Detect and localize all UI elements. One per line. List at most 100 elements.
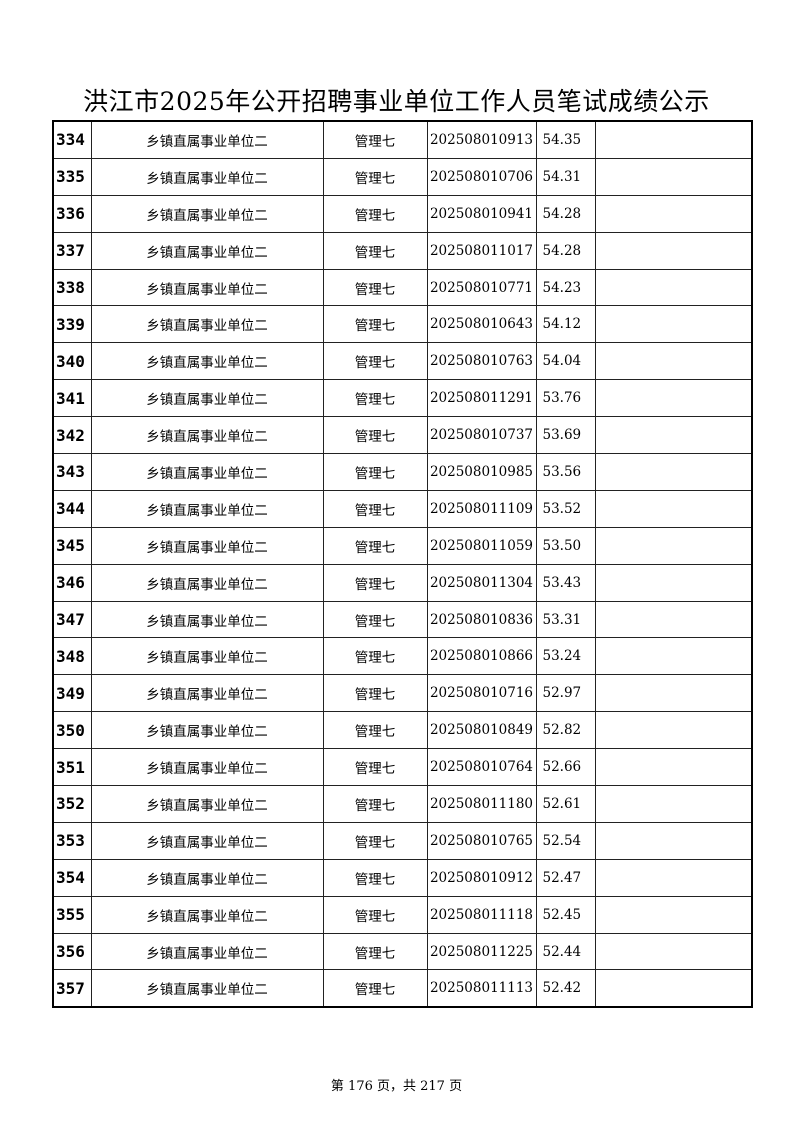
table-row: 338 乡镇直属事业单位二 管理七 202508010771 54.23 bbox=[52, 268, 753, 307]
table-row: 344 乡镇直属事业单位二 管理七 202508011109 53.52 bbox=[52, 489, 753, 528]
post-name-cell: 管理七 bbox=[322, 305, 428, 344]
row-number-cell: 338 bbox=[52, 268, 92, 307]
row-number-cell: 335 bbox=[52, 157, 92, 196]
post-name-cell: 管理七 bbox=[322, 748, 428, 787]
score-cell: 52.61 bbox=[535, 785, 596, 823]
note-cell bbox=[594, 969, 753, 1008]
post-name-cell: 管理七 bbox=[322, 563, 428, 602]
table-row: 351 乡镇直属事业单位二 管理七 202508010764 52.66 bbox=[52, 748, 753, 787]
table-row: 345 乡镇直属事业单位二 管理七 202508011059 53.50 bbox=[52, 526, 753, 565]
table-row: 354 乡镇直属事业单位二 管理七 202508010912 52.47 bbox=[52, 858, 753, 897]
unit-name-cell: 乡镇直属事业单位二 bbox=[90, 231, 324, 270]
score-cell: 53.50 bbox=[535, 526, 596, 565]
note-cell bbox=[594, 231, 753, 270]
unit-name-cell: 乡镇直属事业单位二 bbox=[90, 120, 324, 159]
scores-table: 334 乡镇直属事业单位二 管理七 202508010913 54.35 335 乡镇直属事… bbox=[52, 120, 753, 1009]
score-cell: 54.23 bbox=[535, 268, 596, 307]
score-cell: 52.45 bbox=[535, 895, 596, 934]
note-cell bbox=[594, 120, 753, 159]
unit-name-cell: 乡镇直属事业单位二 bbox=[90, 563, 324, 602]
unit-name-cell: 乡镇直属事业单位二 bbox=[90, 416, 324, 455]
table-row: 337 乡镇直属事业单位二 管理七 202508011017 54.28 bbox=[52, 231, 753, 270]
exam-id-cell: 202508010764 bbox=[426, 748, 537, 787]
exam-id-cell: 202508011225 bbox=[426, 932, 537, 971]
row-number-cell: 350 bbox=[52, 711, 92, 750]
row-number-cell: 344 bbox=[52, 489, 92, 528]
exam-id-cell: 202508010771 bbox=[426, 268, 537, 307]
unit-name-cell: 乡镇直属事业单位二 bbox=[90, 674, 324, 713]
exam-id-cell: 202508011304 bbox=[426, 563, 537, 602]
post-name-cell: 管理七 bbox=[322, 157, 428, 196]
note-cell bbox=[594, 895, 753, 934]
row-number-cell: 346 bbox=[52, 563, 92, 602]
unit-name-cell: 乡镇直属事业单位二 bbox=[90, 895, 324, 934]
post-name-cell: 管理七 bbox=[322, 231, 428, 270]
score-cell: 54.04 bbox=[535, 342, 596, 381]
score-cell: 54.28 bbox=[535, 231, 596, 270]
unit-name-cell: 乡镇直属事业单位二 bbox=[90, 600, 324, 639]
post-name-cell: 管理七 bbox=[322, 416, 428, 455]
unit-name-cell: 乡镇直属事业单位二 bbox=[90, 969, 324, 1008]
score-cell: 52.44 bbox=[535, 932, 596, 971]
row-number-cell: 352 bbox=[52, 785, 92, 823]
table-row: 335 乡镇直属事业单位二 管理七 202508010706 54.31 bbox=[52, 157, 753, 196]
row-number-cell: 342 bbox=[52, 416, 92, 455]
exam-id-cell: 202508011113 bbox=[426, 969, 537, 1008]
page-footer: 第 176 页，共 217 页 bbox=[330, 1079, 463, 1094]
row-number-cell: 353 bbox=[52, 821, 92, 860]
exam-id-cell: 202508010866 bbox=[426, 637, 537, 676]
table-row: 336 乡镇直属事业单位二 管理七 202508010941 54.28 bbox=[52, 194, 753, 233]
table-row: 339 乡镇直属事业单位二 管理七 202508010643 54.12 bbox=[52, 305, 753, 344]
unit-name-cell: 乡镇直属事业单位二 bbox=[90, 932, 324, 971]
note-cell bbox=[594, 674, 753, 713]
post-name-cell: 管理七 bbox=[322, 526, 428, 565]
table-row: 340 乡镇直属事业单位二 管理七 202508010763 54.04 bbox=[52, 342, 753, 381]
exam-id-cell: 202508010706 bbox=[426, 157, 537, 196]
exam-id-cell: 202508010643 bbox=[426, 305, 537, 344]
row-number-cell: 355 bbox=[52, 895, 92, 934]
scores-table-body: 334 乡镇直属事业单位二 管理七 202508010913 54.35 335 乡镇直属事… bbox=[52, 120, 753, 1008]
score-cell: 54.28 bbox=[535, 194, 596, 233]
unit-name-cell: 乡镇直属事业单位二 bbox=[90, 342, 324, 381]
unit-name-cell: 乡镇直属事业单位二 bbox=[90, 711, 324, 750]
post-name-cell: 管理七 bbox=[322, 600, 428, 639]
exam-id-cell: 202508011118 bbox=[426, 895, 537, 934]
note-cell bbox=[594, 821, 753, 860]
row-number-cell: 336 bbox=[52, 194, 92, 233]
exam-id-cell: 202508011291 bbox=[426, 379, 537, 418]
note-cell bbox=[594, 305, 753, 344]
exam-id-cell: 202508010849 bbox=[426, 711, 537, 750]
exam-id-cell: 202508010716 bbox=[426, 674, 537, 713]
exam-id-cell: 202508010941 bbox=[426, 194, 537, 233]
note-cell bbox=[594, 600, 753, 639]
page-title: 洪江市2025年公开招聘事业单位工作人员笔试成绩公示 bbox=[83, 87, 710, 116]
score-cell: 54.31 bbox=[535, 157, 596, 196]
table-row: 343 乡镇直属事业单位二 管理七 202508010985 53.56 bbox=[52, 453, 753, 491]
table-row: 342 乡镇直属事业单位二 管理七 202508010737 53.69 bbox=[52, 416, 753, 455]
exam-id-cell: 202508011109 bbox=[426, 489, 537, 528]
row-number-cell: 351 bbox=[52, 748, 92, 787]
note-cell bbox=[594, 489, 753, 528]
score-cell: 53.24 bbox=[535, 637, 596, 676]
exam-id-cell: 202508010763 bbox=[426, 342, 537, 381]
post-name-cell: 管理七 bbox=[322, 268, 428, 307]
note-cell bbox=[594, 563, 753, 602]
post-name-cell: 管理七 bbox=[322, 895, 428, 934]
exam-id-cell: 202508011059 bbox=[426, 526, 537, 565]
unit-name-cell: 乡镇直属事业单位二 bbox=[90, 821, 324, 860]
table-row: 349 乡镇直属事业单位二 管理七 202508010716 52.97 bbox=[52, 674, 753, 713]
exam-id-cell: 202508010912 bbox=[426, 858, 537, 897]
post-name-cell: 管理七 bbox=[322, 932, 428, 971]
note-cell bbox=[594, 637, 753, 676]
row-number-cell: 337 bbox=[52, 231, 92, 270]
exam-id-cell: 202508010913 bbox=[426, 120, 537, 159]
table-row: 347 乡镇直属事业单位二 管理七 202508010836 53.31 bbox=[52, 600, 753, 639]
row-number-cell: 334 bbox=[52, 120, 92, 159]
unit-name-cell: 乡镇直属事业单位二 bbox=[90, 379, 324, 418]
row-number-cell: 357 bbox=[52, 969, 92, 1008]
post-name-cell: 管理七 bbox=[322, 379, 428, 418]
score-cell: 53.56 bbox=[535, 453, 596, 491]
post-name-cell: 管理七 bbox=[322, 674, 428, 713]
note-cell bbox=[594, 157, 753, 196]
score-cell: 52.66 bbox=[535, 748, 596, 787]
